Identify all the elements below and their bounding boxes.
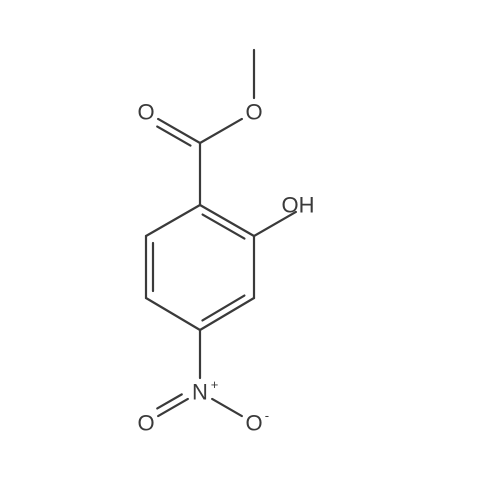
- labels-layer: OOOHN+OO-: [137, 100, 314, 436]
- atom-label-o13: O: [137, 411, 154, 436]
- bond-line: [200, 298, 254, 330]
- charge-o14: -: [265, 408, 269, 423]
- atom-label-n12: N: [192, 380, 208, 405]
- bond-line: [157, 127, 190, 146]
- bond-line: [146, 298, 200, 330]
- bond-line: [146, 205, 200, 236]
- bond-line: [200, 119, 242, 143]
- atom-label-o9: O: [245, 100, 262, 125]
- atom-label-o14: O: [245, 411, 262, 436]
- bonds-layer: [146, 50, 296, 416]
- atom-label-o11: OH: [282, 193, 315, 218]
- bond-line: [158, 399, 188, 416]
- bond-line: [200, 205, 254, 236]
- bond-line: [157, 394, 182, 408]
- molecule-diagram: OOOHN+OO-: [0, 0, 500, 500]
- atom-label-o8: O: [137, 100, 154, 125]
- charge-n12: +: [211, 377, 219, 392]
- bond-line: [212, 399, 242, 416]
